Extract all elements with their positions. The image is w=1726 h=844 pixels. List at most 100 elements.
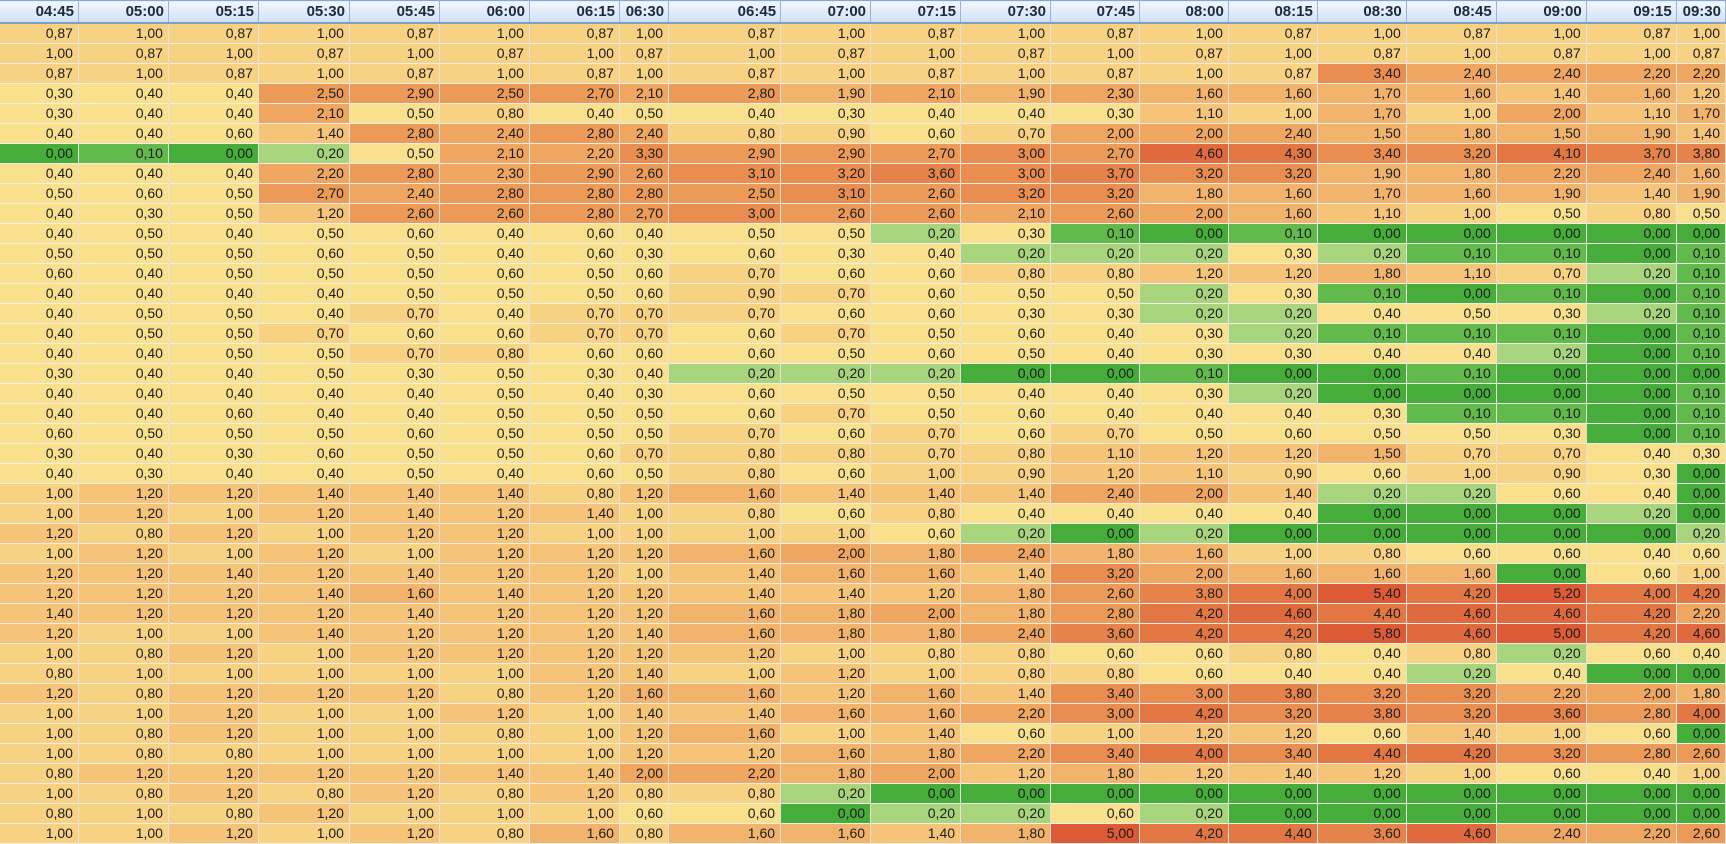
table-cell[interactable]: 0,50 (78, 223, 169, 244)
table-cell[interactable]: 0,00 (1496, 523, 1587, 544)
table-cell[interactable]: 1,40 (349, 483, 440, 504)
table-cell[interactable]: 1,40 (870, 723, 962, 744)
table-cell[interactable]: 0,00 (1317, 363, 1407, 384)
table-cell[interactable]: 2,10 (960, 203, 1051, 224)
table-cell[interactable]: 1,40 (960, 683, 1051, 704)
table-cell[interactable]: 1,00 (529, 523, 620, 544)
table-cell[interactable]: 0,40 (1586, 443, 1677, 464)
table-cell[interactable]: 0,90 (960, 463, 1051, 484)
table-cell[interactable]: 1,20 (619, 743, 670, 764)
table-cell[interactable]: 0,87 (349, 22, 440, 44)
table-cell[interactable]: 0,10 (78, 143, 169, 164)
column-header[interactable]: 09:00 (1496, 0, 1587, 24)
table-cell[interactable]: 0,90 (1228, 463, 1318, 484)
table-cell[interactable]: 4,20 (1139, 623, 1229, 644)
table-cell[interactable]: 1,00 (349, 43, 440, 64)
table-cell[interactable]: 4,60 (1406, 823, 1497, 844)
table-cell[interactable]: 4,40 (1228, 823, 1318, 844)
table-cell[interactable]: 0,40 (168, 163, 259, 184)
table-cell[interactable]: 0,40 (0, 403, 79, 424)
table-cell[interactable]: 1,90 (1496, 183, 1587, 204)
table-cell[interactable]: 1,00 (0, 743, 79, 764)
table-cell[interactable]: 0,40 (1050, 323, 1140, 344)
table-cell[interactable]: 0,10 (1676, 243, 1726, 264)
table-cell[interactable]: 0,87 (1228, 63, 1318, 84)
table-cell[interactable]: 3,40 (1317, 63, 1407, 84)
table-cell[interactable]: 0,80 (0, 763, 79, 784)
table-cell[interactable]: 0,30 (1228, 343, 1318, 364)
table-cell[interactable]: 3,30 (619, 143, 670, 164)
table-cell[interactable]: 0,20 (1586, 303, 1677, 324)
table-cell[interactable]: 0,00 (1496, 563, 1587, 584)
table-cell[interactable]: 0,80 (78, 523, 169, 544)
table-cell[interactable]: 1,00 (349, 743, 440, 764)
table-cell[interactable]: 2,00 (1139, 563, 1229, 584)
table-cell[interactable]: 0,87 (1317, 43, 1407, 64)
table-cell[interactable]: 2,20 (960, 703, 1051, 724)
table-cell[interactable]: 4,00 (1586, 583, 1677, 604)
table-cell[interactable]: 1,60 (668, 543, 782, 564)
table-cell[interactable]: 0,30 (1496, 423, 1587, 444)
table-cell[interactable]: 0,40 (78, 263, 169, 284)
column-header[interactable]: 09:30 (1676, 0, 1726, 24)
table-cell[interactable]: 3,20 (1050, 563, 1140, 584)
table-cell[interactable]: 0,60 (870, 283, 962, 304)
table-cell[interactable]: 1,40 (780, 583, 872, 604)
table-cell[interactable]: 2,70 (258, 183, 350, 204)
table-cell[interactable]: 0,00 (1586, 283, 1677, 304)
table-cell[interactable]: 1,20 (0, 563, 79, 584)
table-cell[interactable]: 1,20 (619, 483, 670, 504)
table-cell[interactable]: 0,40 (0, 303, 79, 324)
table-cell[interactable]: 0,40 (168, 383, 259, 404)
table-cell[interactable]: 0,10 (1676, 283, 1726, 304)
table-cell[interactable]: 0,87 (168, 22, 259, 44)
column-header[interactable]: 08:00 (1139, 0, 1229, 24)
table-cell[interactable]: 2,20 (1586, 823, 1677, 844)
table-cell[interactable]: 0,40 (619, 363, 670, 384)
table-cell[interactable]: 0,50 (619, 463, 670, 484)
table-cell[interactable]: 2,20 (1586, 63, 1677, 84)
table-cell[interactable]: 0,10 (1050, 223, 1140, 244)
table-cell[interactable]: 0,00 (1050, 523, 1140, 544)
table-cell[interactable]: 1,00 (349, 543, 440, 564)
table-cell[interactable]: 1,20 (619, 643, 670, 664)
table-cell[interactable]: 2,40 (960, 623, 1051, 644)
table-cell[interactable]: 5,00 (1496, 623, 1587, 644)
table-cell[interactable]: 0,40 (1317, 663, 1407, 684)
table-cell[interactable]: 0,20 (1406, 663, 1497, 684)
table-cell[interactable]: 0,80 (960, 443, 1051, 464)
table-cell[interactable]: 1,00 (0, 43, 79, 64)
table-cell[interactable]: 1,40 (780, 483, 872, 504)
table-cell[interactable]: 0,40 (1050, 503, 1140, 524)
table-cell[interactable]: 0,00 (1228, 363, 1318, 384)
table-cell[interactable]: 1,50 (1496, 123, 1587, 144)
table-cell[interactable]: 0,30 (529, 363, 620, 384)
table-cell[interactable]: 0,70 (668, 263, 782, 284)
table-cell[interactable]: 1,00 (0, 723, 79, 744)
table-cell[interactable]: 1,40 (1676, 123, 1726, 144)
table-cell[interactable]: 1,60 (1317, 563, 1407, 584)
table-cell[interactable]: 0,30 (1676, 443, 1726, 464)
table-cell[interactable]: 1,60 (870, 563, 962, 584)
table-cell[interactable]: 1,60 (870, 683, 962, 704)
table-cell[interactable]: 2,40 (1406, 63, 1497, 84)
table-cell[interactable]: 2,90 (668, 143, 782, 164)
table-cell[interactable]: 0,40 (349, 403, 440, 424)
table-cell[interactable]: 0,30 (619, 243, 670, 264)
table-cell[interactable]: 4,20 (1139, 823, 1229, 844)
table-cell[interactable]: 1,00 (1496, 723, 1587, 744)
table-cell[interactable]: 0,20 (1317, 483, 1407, 504)
table-cell[interactable]: 0,20 (870, 223, 962, 244)
table-cell[interactable]: 3,20 (1228, 703, 1318, 724)
table-cell[interactable]: 1,90 (1676, 183, 1726, 204)
table-cell[interactable]: 0,40 (870, 103, 962, 124)
table-cell[interactable]: 0,40 (619, 223, 670, 244)
table-cell[interactable]: 3,80 (1228, 683, 1318, 704)
table-cell[interactable]: 1,00 (78, 22, 169, 44)
table-cell[interactable]: 0,80 (439, 823, 530, 844)
table-cell[interactable]: 0,87 (1050, 22, 1140, 44)
table-cell[interactable]: 3,00 (668, 203, 782, 224)
table-cell[interactable]: 0,00 (1317, 223, 1407, 244)
table-cell[interactable]: 1,20 (780, 683, 872, 704)
table-cell[interactable]: 0,80 (439, 683, 530, 704)
